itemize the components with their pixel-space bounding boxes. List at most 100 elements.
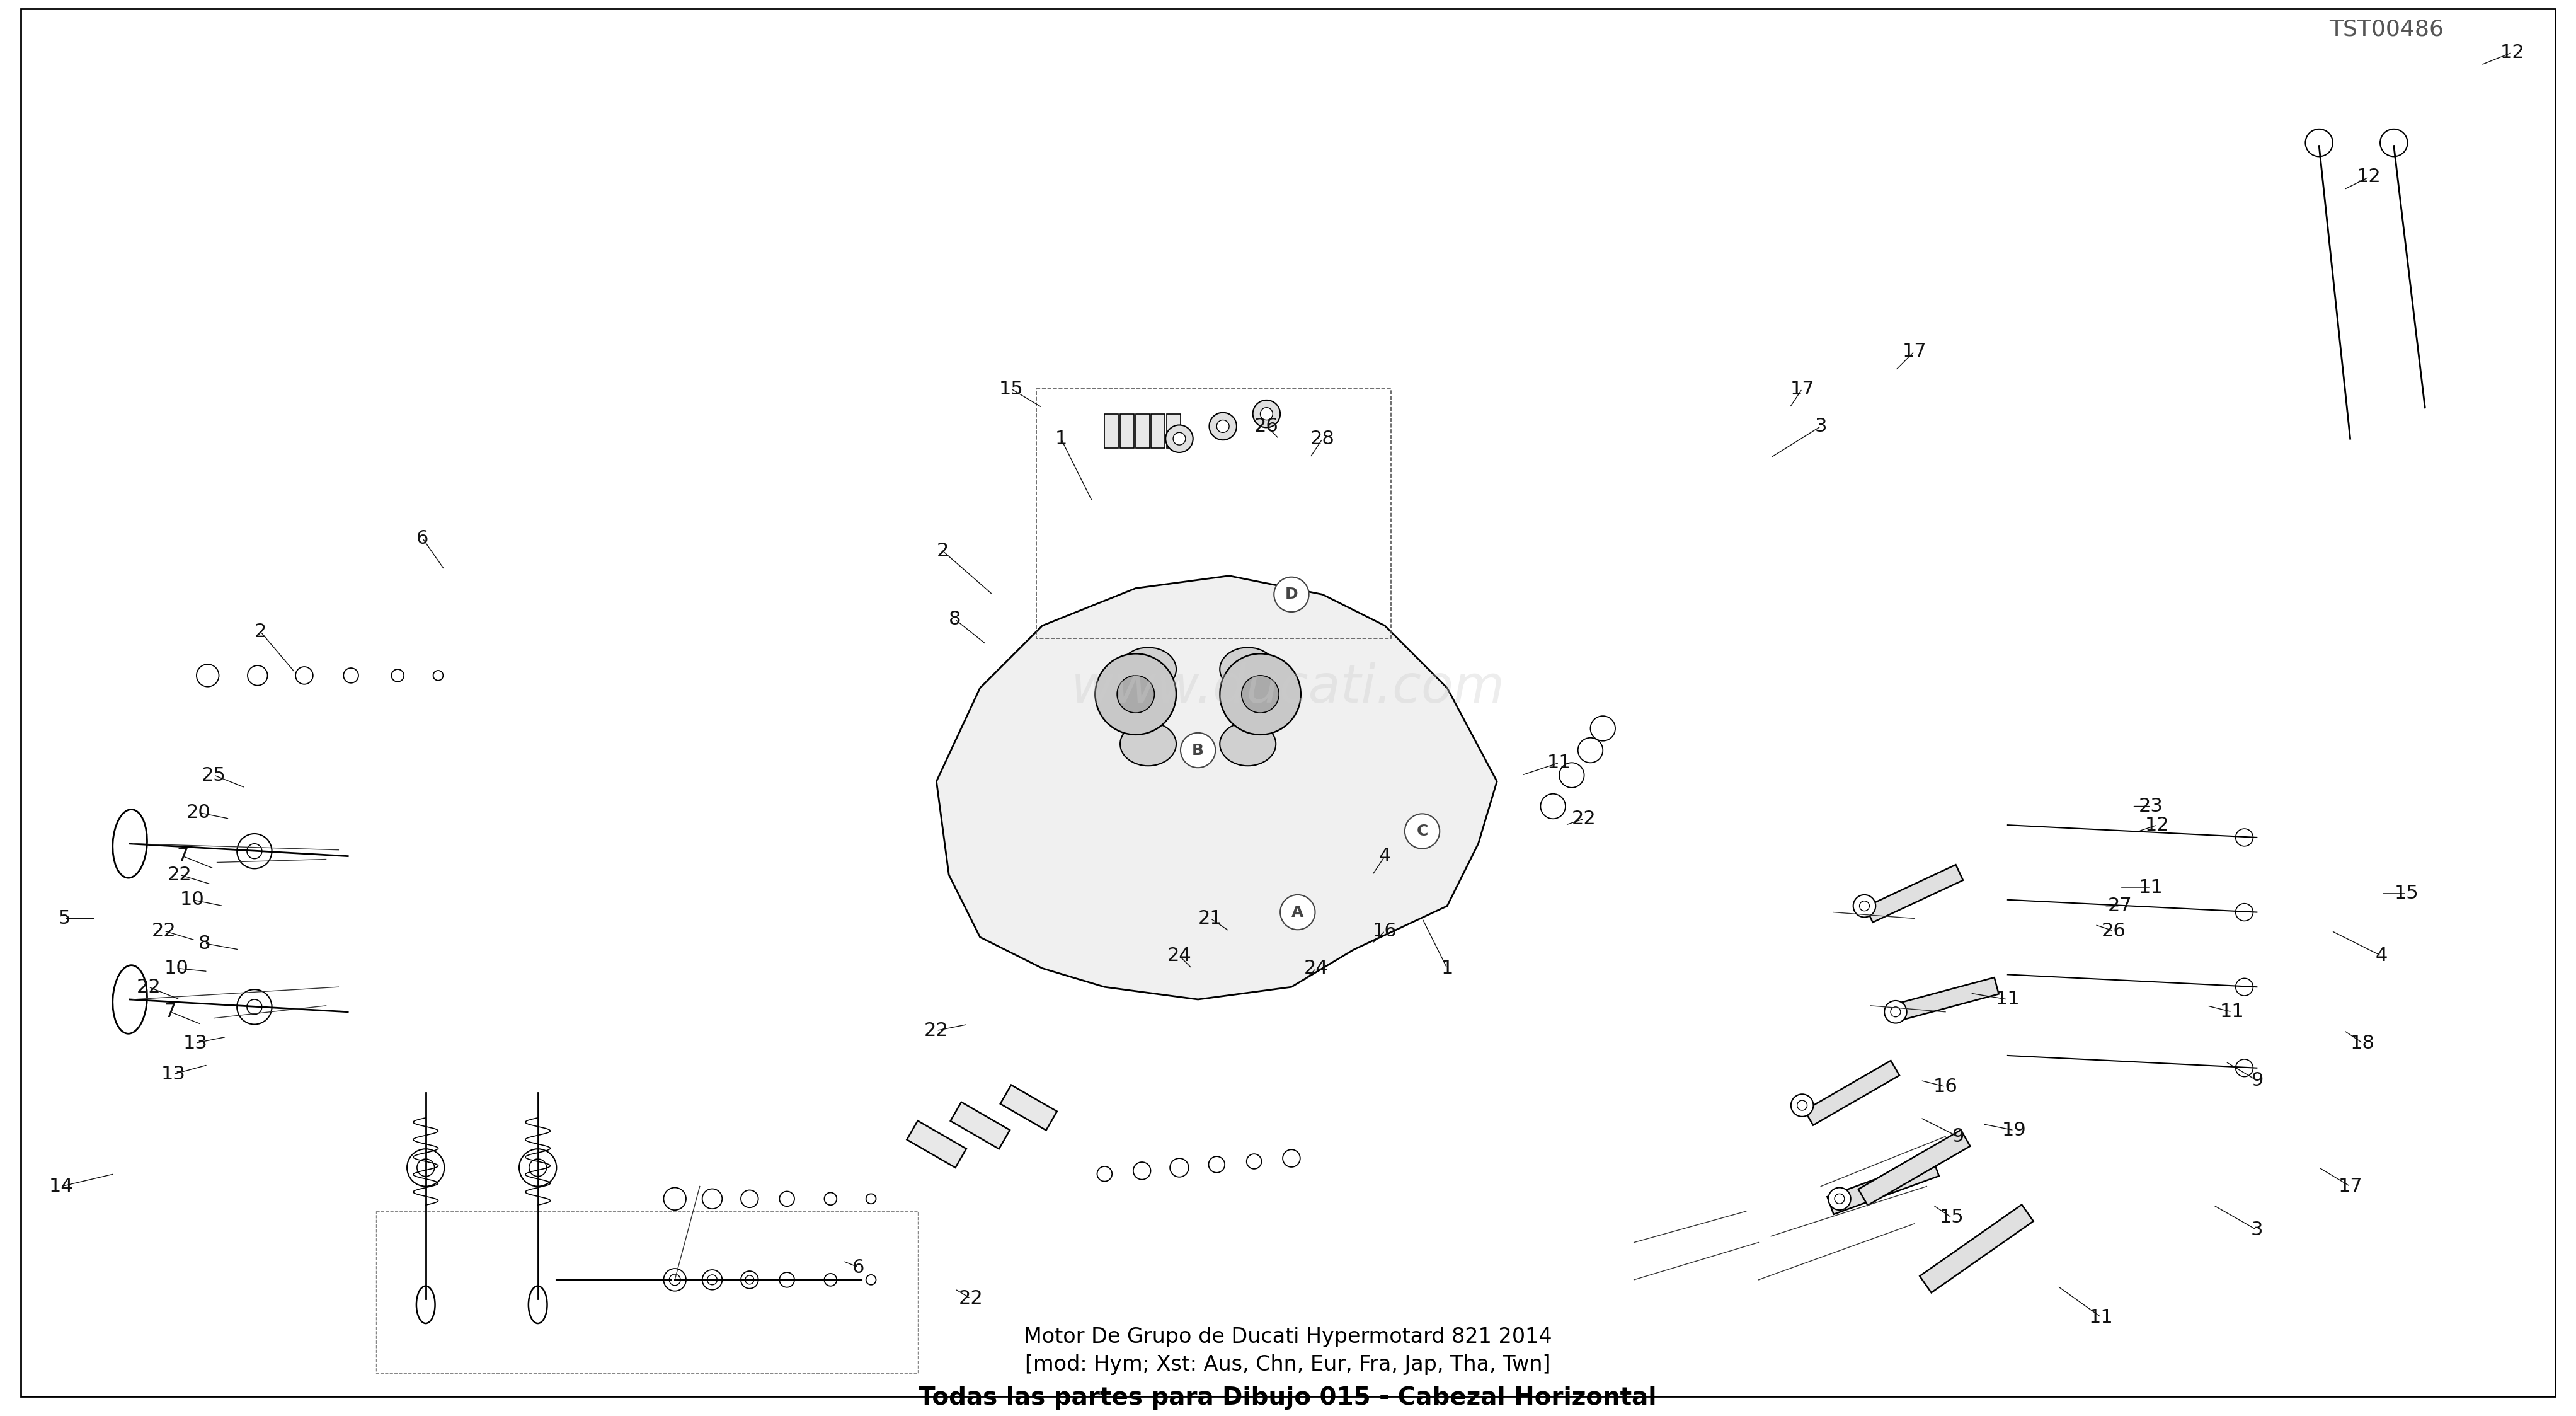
Bar — [1151, 413, 1164, 447]
Circle shape — [1260, 408, 1273, 421]
Text: 16: 16 — [1373, 922, 1396, 940]
Circle shape — [866, 1274, 876, 1284]
Text: 20: 20 — [185, 803, 211, 821]
Circle shape — [742, 1272, 757, 1289]
Bar — [1167, 413, 1180, 447]
Circle shape — [1180, 733, 1216, 767]
Circle shape — [1891, 1007, 1901, 1017]
Circle shape — [2236, 903, 2254, 920]
Circle shape — [1221, 654, 1301, 735]
Text: 23: 23 — [2138, 797, 2164, 816]
Text: 10: 10 — [180, 891, 204, 909]
Circle shape — [1834, 1194, 1844, 1204]
Text: 11: 11 — [2138, 878, 2164, 896]
Circle shape — [1275, 578, 1309, 612]
Bar — [1121, 413, 1133, 447]
Text: 5: 5 — [59, 909, 70, 927]
Circle shape — [247, 666, 268, 685]
Text: A: A — [1291, 905, 1303, 920]
Circle shape — [528, 1158, 546, 1177]
Circle shape — [1170, 1158, 1188, 1177]
Circle shape — [2380, 129, 2409, 157]
Text: 16: 16 — [1932, 1078, 1958, 1096]
Bar — [1136, 413, 1149, 447]
Ellipse shape — [1221, 647, 1275, 691]
Text: 4: 4 — [1378, 847, 1391, 865]
Text: 12: 12 — [2146, 816, 2169, 834]
Bar — [951, 1102, 1010, 1148]
Polygon shape — [1891, 977, 1999, 1021]
Circle shape — [744, 1276, 755, 1284]
Circle shape — [1242, 675, 1278, 712]
Circle shape — [1097, 1167, 1113, 1181]
Text: 7: 7 — [165, 1003, 175, 1021]
Text: 25: 25 — [201, 766, 227, 784]
Text: 10: 10 — [165, 959, 188, 977]
Text: 22: 22 — [137, 978, 160, 995]
Polygon shape — [1865, 865, 1963, 922]
Ellipse shape — [1121, 647, 1177, 691]
Text: 1: 1 — [1056, 429, 1066, 447]
Text: TST00486: TST00486 — [2329, 18, 2445, 40]
Text: 22: 22 — [925, 1021, 948, 1039]
Circle shape — [1579, 738, 1602, 763]
Ellipse shape — [113, 810, 147, 878]
Text: 28: 28 — [1311, 429, 1334, 447]
Circle shape — [1252, 401, 1280, 428]
Text: 26: 26 — [1255, 418, 1278, 435]
Text: 3: 3 — [2251, 1221, 2262, 1239]
Text: 18: 18 — [2349, 1034, 2375, 1052]
Text: 9: 9 — [2251, 1072, 2262, 1089]
Circle shape — [1208, 412, 1236, 440]
Polygon shape — [1919, 1205, 2032, 1293]
Text: 11: 11 — [2221, 1003, 2244, 1021]
Circle shape — [1852, 895, 1875, 918]
Bar — [376, 1211, 917, 1374]
Circle shape — [1829, 1188, 1850, 1211]
Text: 15: 15 — [999, 379, 1023, 398]
Circle shape — [2236, 828, 2254, 847]
Circle shape — [742, 1189, 757, 1208]
Text: 17: 17 — [2339, 1177, 2362, 1195]
Circle shape — [1558, 763, 1584, 787]
Circle shape — [196, 664, 219, 687]
Circle shape — [1540, 794, 1566, 818]
Circle shape — [703, 1270, 721, 1290]
Bar — [1105, 413, 1118, 447]
Circle shape — [237, 990, 273, 1024]
Text: 6: 6 — [853, 1259, 866, 1276]
Circle shape — [247, 1000, 263, 1014]
Circle shape — [824, 1273, 837, 1286]
Text: 15: 15 — [1940, 1208, 1963, 1226]
Polygon shape — [1806, 1061, 1899, 1126]
Circle shape — [407, 1148, 446, 1187]
Text: 22: 22 — [167, 865, 191, 884]
Text: 3: 3 — [1814, 418, 1826, 435]
Circle shape — [703, 1189, 721, 1209]
Circle shape — [1790, 1095, 1814, 1117]
Circle shape — [520, 1148, 556, 1187]
Circle shape — [1886, 1001, 1906, 1024]
Circle shape — [1404, 814, 1440, 848]
Text: 14: 14 — [49, 1177, 75, 1195]
Text: 21: 21 — [1198, 909, 1224, 927]
Text: D: D — [1285, 586, 1298, 602]
Circle shape — [237, 834, 273, 868]
Text: [mod: Hym; Xst: Aus, Chn, Eur, Fra, Jap, Tha, Twn]: [mod: Hym; Xst: Aus, Chn, Eur, Fra, Jap,… — [1025, 1355, 1551, 1375]
Text: 11: 11 — [1548, 753, 1571, 772]
Text: Motor De Grupo de Ducati Hypermotard 821 2014: Motor De Grupo de Ducati Hypermotard 821… — [1023, 1327, 1551, 1347]
Circle shape — [1133, 1163, 1151, 1180]
Text: 22: 22 — [1571, 810, 1597, 828]
Text: 13: 13 — [162, 1065, 185, 1083]
Circle shape — [1208, 1157, 1224, 1172]
Text: 17: 17 — [1790, 379, 1814, 398]
Circle shape — [2236, 978, 2254, 995]
Bar — [999, 1085, 1056, 1130]
Circle shape — [2306, 129, 2334, 157]
Circle shape — [392, 670, 404, 681]
Polygon shape — [1857, 1130, 1971, 1205]
Text: 12: 12 — [2357, 169, 2380, 187]
Circle shape — [1280, 895, 1316, 930]
Text: 1: 1 — [1440, 959, 1453, 977]
Circle shape — [1172, 432, 1185, 445]
